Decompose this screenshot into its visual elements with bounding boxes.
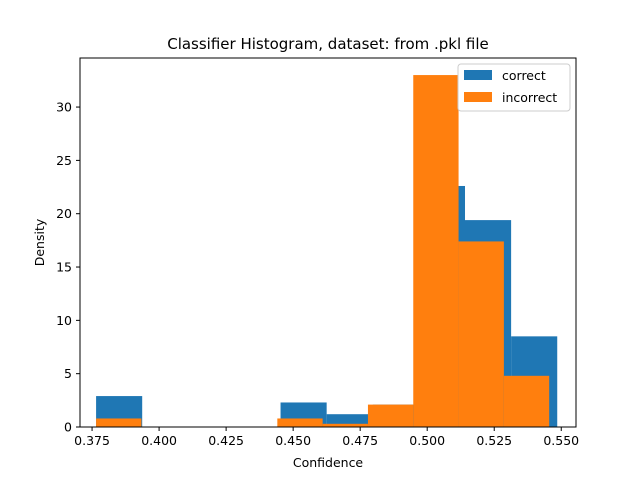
histogram-bar-incorrect-0: [96, 418, 142, 427]
histogram-bar-incorrect-4: [277, 418, 323, 427]
legend-swatch-correct: [464, 70, 492, 80]
plot-frame: [79, 57, 577, 428]
legend-label-incorrect: incorrect: [502, 90, 557, 105]
histogram-bar-incorrect-7: [413, 75, 459, 427]
legend: correct incorrect: [457, 63, 571, 112]
legend-label-correct: correct: [502, 68, 546, 83]
y-tick-label: 5: [64, 366, 72, 381]
y-tick-label: 10: [56, 313, 72, 328]
histogram-bar-incorrect-8: [458, 241, 504, 427]
x-tick-label: 0.375: [74, 433, 110, 448]
y-tick-label: 0: [64, 420, 72, 435]
x-tick-label: 0.550: [543, 433, 579, 448]
x-tick-label: 0.425: [208, 433, 244, 448]
y-tick-label: 30: [56, 100, 72, 115]
chart-title: Classifier Histogram, dataset: from .pkl…: [167, 35, 489, 53]
histogram-bar-incorrect-9: [503, 375, 550, 427]
histogram-bar-incorrect-5: [322, 423, 368, 427]
legend-swatch-incorrect: [464, 92, 492, 102]
bars-group: [96, 75, 558, 427]
x-tick-label: 0.500: [409, 433, 445, 448]
x-axis-label: Confidence: [293, 455, 364, 470]
y-axis-ticks: 0 5 10 15 20 25 30: [56, 100, 80, 435]
x-tick-label: 0.450: [275, 433, 311, 448]
y-tick-label: 15: [56, 260, 72, 275]
y-tick-label: 20: [56, 206, 72, 221]
y-axis-label: Density: [32, 218, 47, 266]
x-axis-ticks: 0.375 0.400 0.425 0.450 0.475 0.500 0.525 0.550: [74, 427, 579, 448]
x-tick-label: 0.475: [342, 433, 378, 448]
x-tick-label: 0.400: [141, 433, 177, 448]
histogram-bar-incorrect-6: [367, 404, 414, 427]
y-tick-label: 25: [56, 153, 72, 168]
x-tick-label: 0.525: [476, 433, 512, 448]
